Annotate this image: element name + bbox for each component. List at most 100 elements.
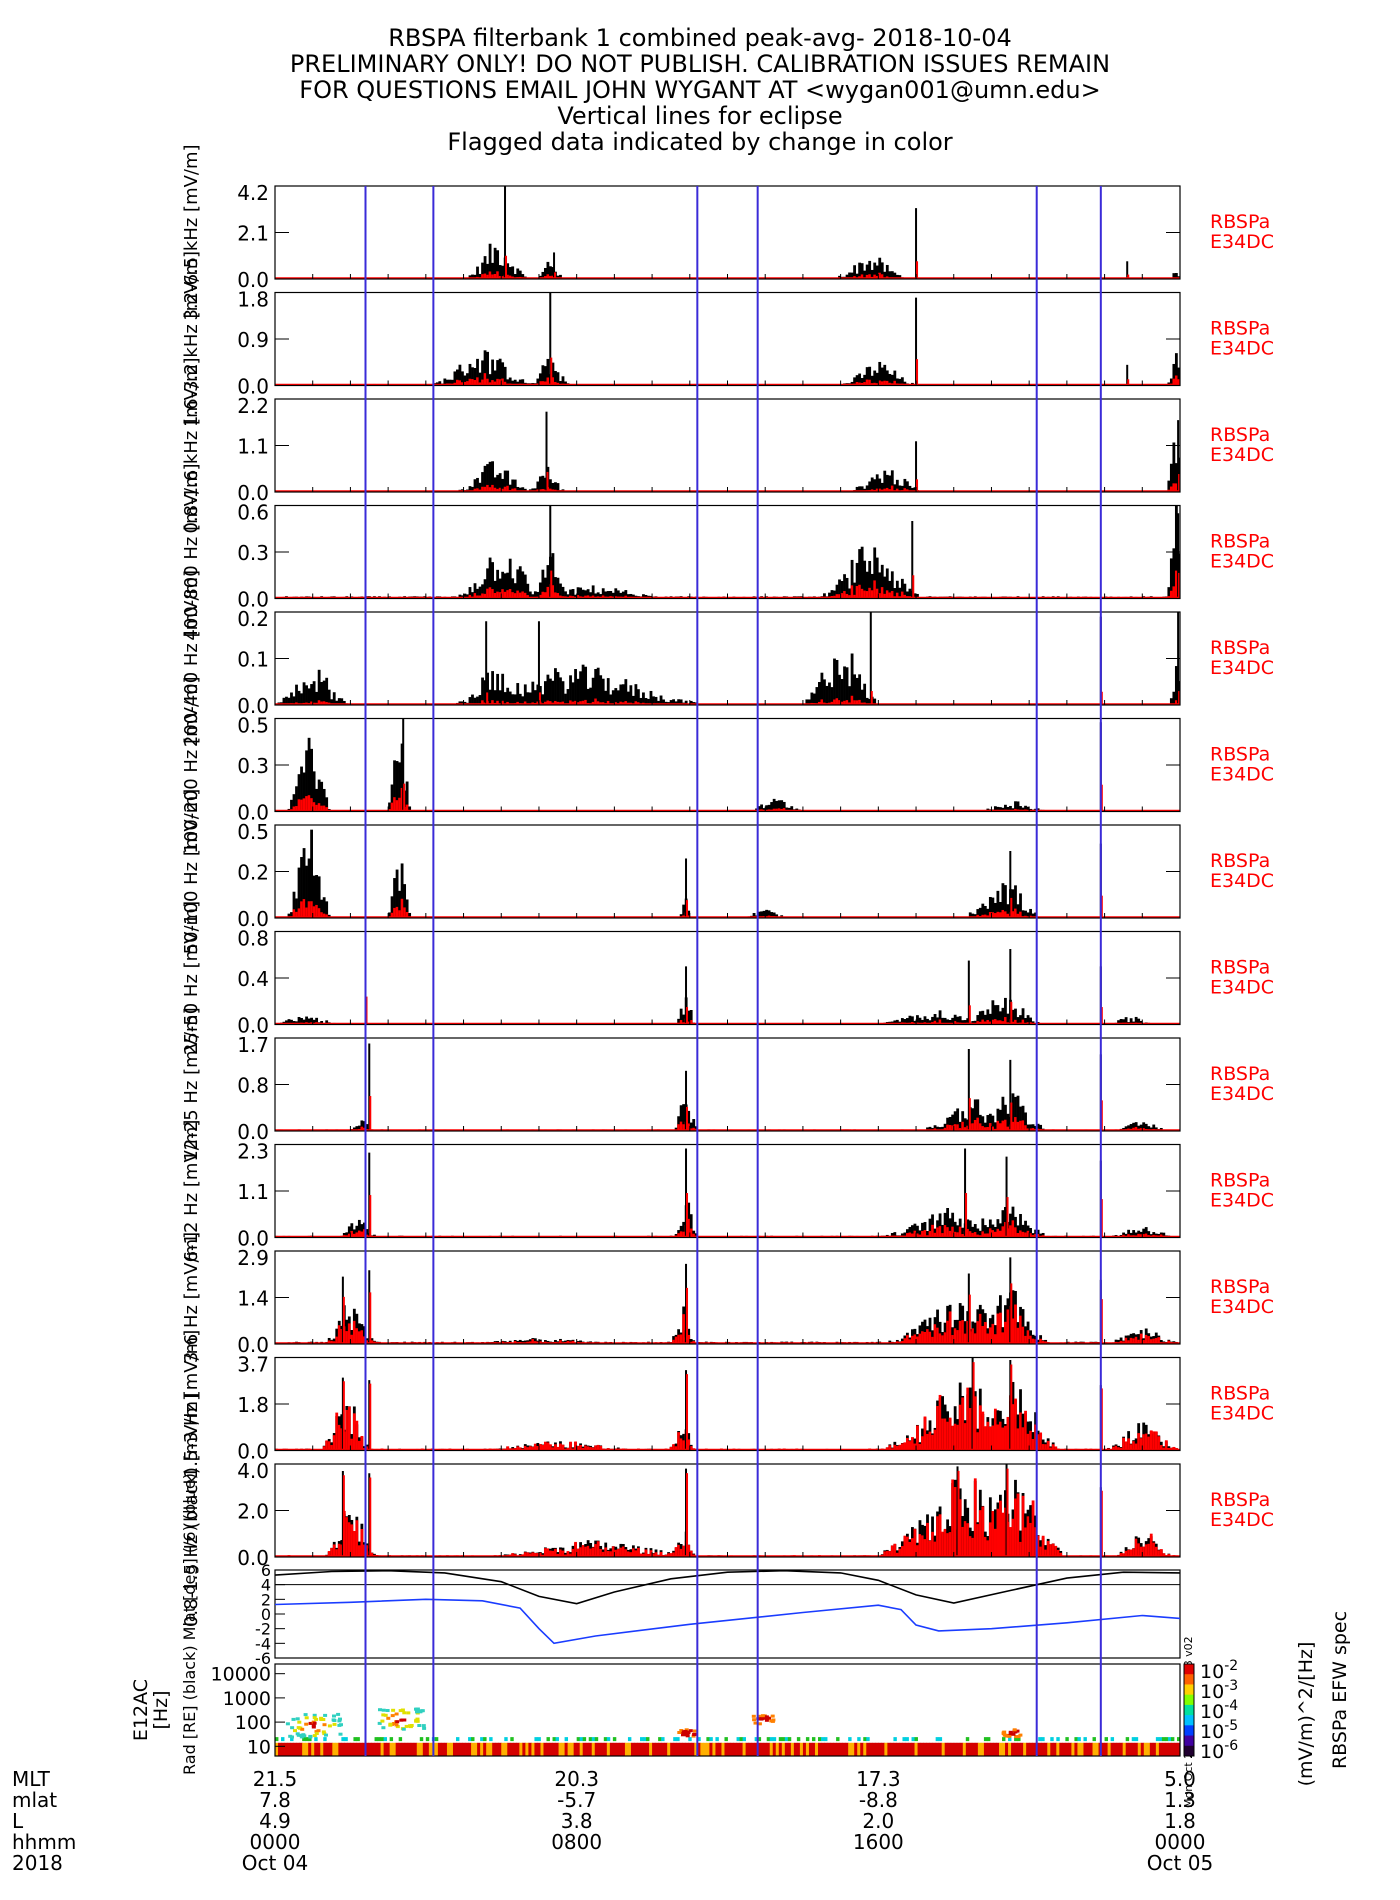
black-bar [307, 858, 311, 918]
black-bar [601, 678, 605, 705]
red-bar [481, 700, 484, 705]
red-bar [865, 591, 869, 599]
red-bar [307, 795, 311, 812]
black-bar [1014, 1008, 1017, 1025]
red-bar [513, 593, 517, 599]
red-bar [853, 700, 856, 705]
black-bar [556, 672, 560, 705]
red-bar [496, 378, 500, 386]
black-bar [541, 365, 545, 386]
red-bar [493, 381, 497, 386]
black-bar [865, 367, 869, 386]
black-bar [290, 799, 293, 812]
black-bar [521, 379, 525, 386]
black-bar [594, 593, 598, 599]
black-bar [873, 370, 877, 386]
red-bar [516, 590, 520, 599]
black-bar [506, 379, 510, 386]
red-bar [476, 377, 479, 386]
black-bar [976, 909, 980, 918]
black-bar [285, 696, 288, 705]
panel-tag-channel: E34DC [1210, 764, 1274, 786]
black-bar [481, 472, 484, 492]
red-bar [993, 1019, 997, 1025]
black-bar [903, 583, 907, 599]
black-bar [1174, 666, 1178, 705]
red-bar [853, 594, 856, 599]
black-bar [581, 589, 585, 599]
black-bar [604, 690, 608, 705]
black-bar [903, 478, 907, 492]
red-bar [355, 1232, 359, 1238]
red-bar [885, 590, 889, 599]
red-bar [503, 486, 507, 492]
black-bar [471, 486, 474, 492]
black-bar [926, 1018, 929, 1025]
black-bar [1014, 801, 1017, 812]
red-bar [679, 1121, 683, 1131]
black-bar [473, 697, 477, 705]
red-bar [360, 1231, 364, 1238]
red-bar [486, 588, 489, 599]
black-bar [312, 1019, 316, 1025]
red-bar [855, 586, 859, 599]
black-bar [647, 698, 650, 705]
black-bar [491, 562, 494, 599]
red-bar [523, 592, 527, 599]
black-bar [855, 677, 859, 705]
red-bar [503, 381, 507, 386]
black-bar [503, 366, 507, 386]
panel-1-bars [275, 243, 1181, 279]
black-bar [491, 461, 494, 492]
black-bar [488, 374, 492, 386]
black-bar [290, 1019, 293, 1025]
red-bar [546, 700, 550, 705]
black-bar [302, 682, 306, 705]
black-bar [614, 688, 618, 705]
red-bar [870, 590, 874, 599]
red-bar [991, 1126, 995, 1131]
black-bar [999, 901, 1002, 918]
black-bar [516, 683, 520, 705]
black-bar [518, 379, 522, 386]
black-bar [576, 678, 580, 705]
black-bar [850, 559, 854, 599]
black-bar [926, 1127, 929, 1131]
panel-tag-probe: RBSPa [1210, 211, 1270, 233]
red-bar [393, 797, 396, 812]
black-bar [875, 557, 879, 599]
panel-tag-channel: E34DC [1210, 657, 1274, 679]
y-tick-label: 0.0 [237, 801, 269, 825]
black-bar [297, 774, 301, 812]
black-bar [282, 697, 286, 705]
red-bar [581, 700, 585, 705]
red-bar [981, 1126, 985, 1131]
black-bar [300, 1017, 303, 1025]
black-bar [498, 473, 502, 492]
black-bar [559, 274, 562, 279]
black-bar [501, 265, 505, 279]
red-bar [682, 1124, 686, 1131]
black-bar [541, 271, 545, 279]
black-bar [302, 772, 306, 812]
black-bar [880, 482, 884, 492]
red-bar [868, 274, 872, 279]
black-bar [352, 1127, 356, 1131]
red-bar [292, 909, 296, 918]
black-bar [1001, 1007, 1005, 1025]
black-bar [883, 364, 887, 386]
black-bar [486, 672, 489, 705]
black-bar [873, 479, 877, 492]
red-bar [596, 701, 600, 705]
red-bar [506, 274, 510, 279]
black-bar [694, 1126, 698, 1131]
black-bar [916, 1015, 919, 1025]
black-bar [1006, 1013, 1010, 1025]
black-bar [569, 589, 572, 599]
black-bar [506, 687, 510, 705]
black-bar [481, 677, 484, 705]
panel-ylabel: 400-800 Hz [mV/m] [181, 463, 202, 640]
black-bar [1011, 889, 1015, 918]
